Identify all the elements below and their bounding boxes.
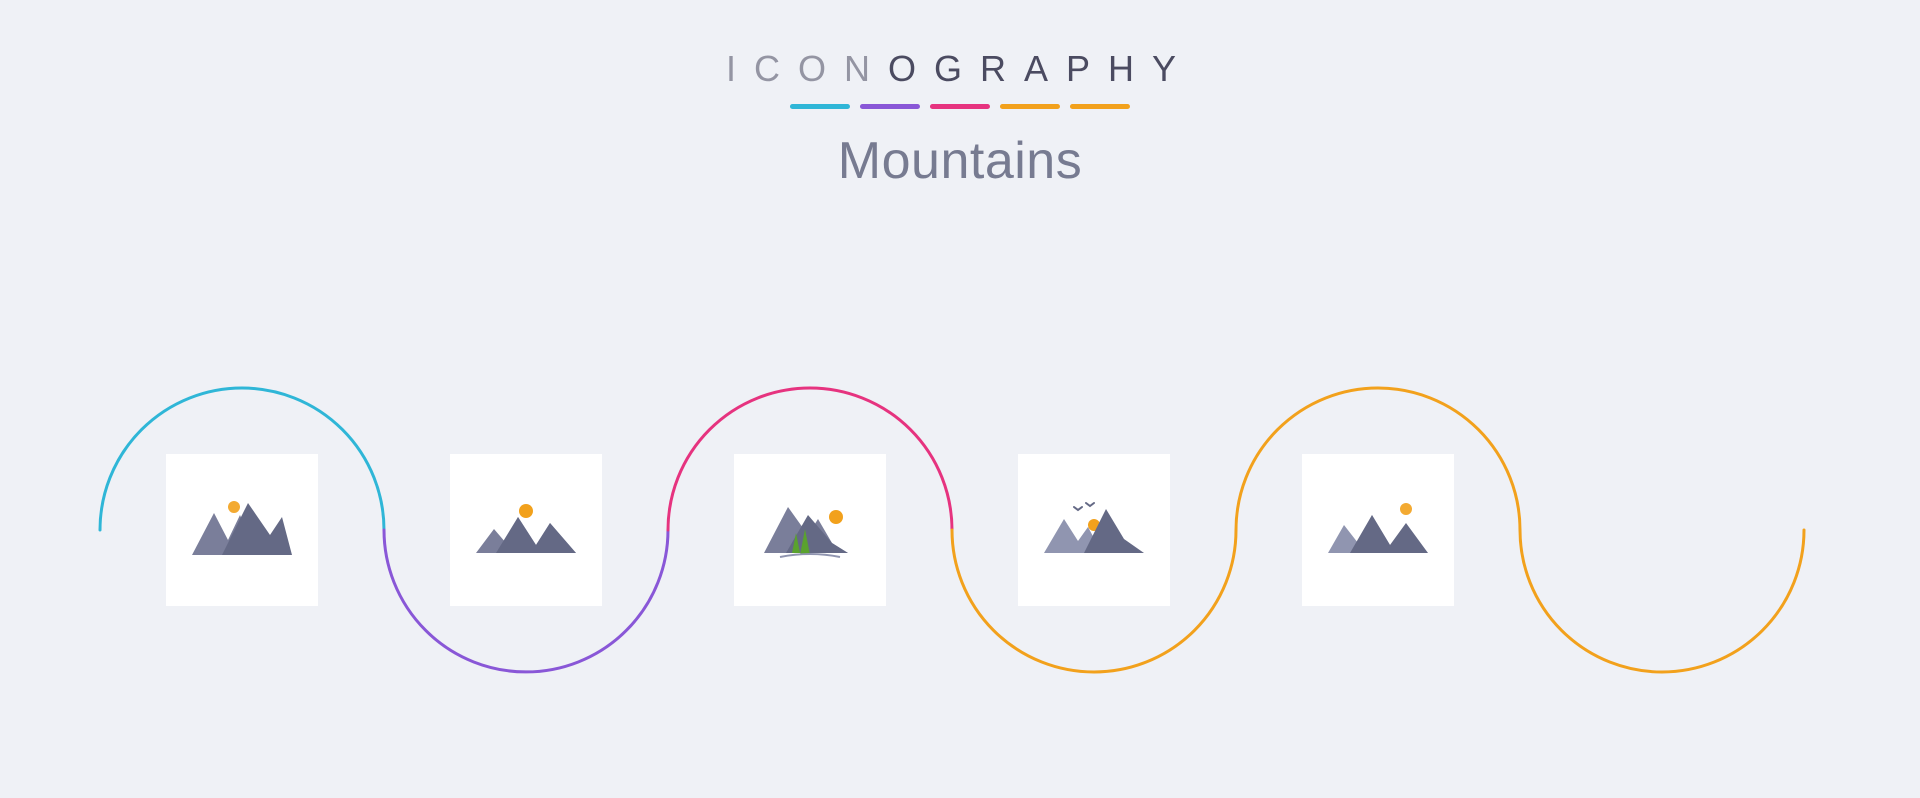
brand-prefix: ICON	[726, 48, 888, 89]
brand-suffix: OGRAPHY	[888, 48, 1194, 89]
mountain-range-sun-icon	[1302, 454, 1454, 606]
header: ICONOGRAPHY Mountains	[726, 48, 1194, 191]
stripe	[790, 104, 850, 109]
pack-title: Mountains	[726, 131, 1194, 191]
stripe	[1070, 104, 1130, 109]
stripe	[930, 104, 990, 109]
brand-stripes	[726, 104, 1194, 109]
mountain-birds-icon	[1018, 454, 1170, 606]
wave-segment	[1520, 530, 1804, 672]
mountain-peaks-sun-icon	[166, 454, 318, 606]
stripe	[1000, 104, 1060, 109]
brand-wordmark: ICONOGRAPHY	[726, 48, 1194, 90]
mountain-hill-sun-icon	[450, 454, 602, 606]
stripe	[860, 104, 920, 109]
mountain-trees-icon	[734, 454, 886, 606]
